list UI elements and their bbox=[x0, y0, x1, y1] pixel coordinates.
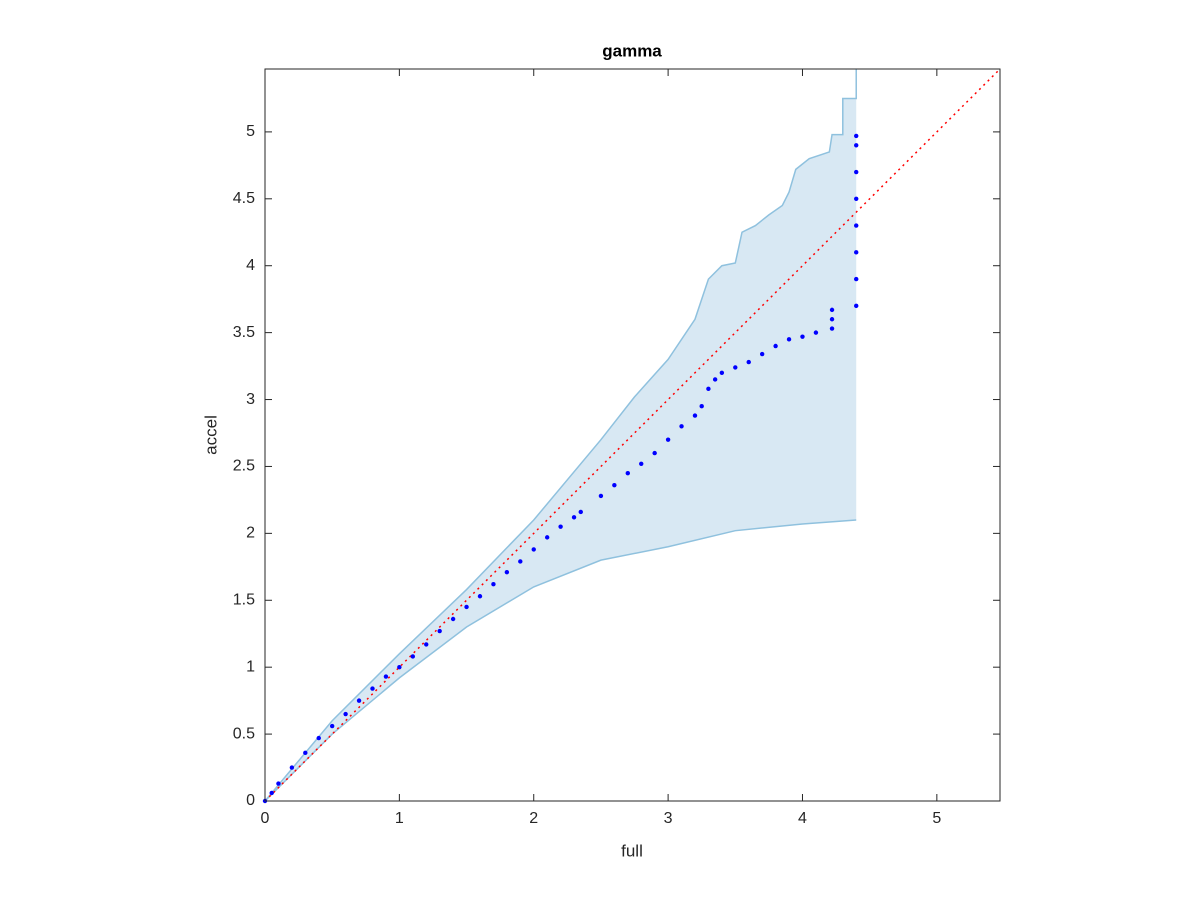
y-tick-label: 1 bbox=[246, 658, 255, 675]
point bbox=[531, 547, 536, 552]
y-tick-label: 4 bbox=[246, 257, 255, 274]
x-tick-label: 0 bbox=[261, 810, 270, 827]
point bbox=[410, 654, 416, 659]
point bbox=[813, 330, 819, 335]
point bbox=[639, 461, 644, 466]
point bbox=[477, 594, 483, 599]
x-tick-label: 4 bbox=[798, 810, 807, 827]
reference-line bbox=[264, 68, 1001, 802]
point bbox=[544, 535, 550, 540]
point bbox=[269, 790, 274, 796]
y-tick-label: 2.5 bbox=[233, 458, 255, 475]
plot-frame bbox=[264, 68, 1001, 802]
point bbox=[329, 723, 335, 729]
point bbox=[854, 143, 859, 148]
point bbox=[397, 664, 402, 670]
band-edge bbox=[264, 519, 857, 802]
point bbox=[854, 250, 859, 255]
point bbox=[316, 735, 321, 741]
point bbox=[289, 765, 295, 770]
point bbox=[303, 750, 308, 756]
point bbox=[699, 404, 704, 409]
point bbox=[733, 365, 738, 370]
point bbox=[598, 493, 604, 499]
point bbox=[356, 698, 362, 703]
point bbox=[854, 133, 859, 139]
point bbox=[558, 524, 563, 529]
point bbox=[719, 370, 725, 375]
point bbox=[773, 343, 778, 349]
band-fill bbox=[265, 69, 857, 801]
x-tick-label: 3 bbox=[664, 810, 673, 827]
point bbox=[746, 359, 751, 365]
band-edge bbox=[264, 69, 857, 802]
x-tick-label: 5 bbox=[932, 810, 941, 827]
y-axis-label: accel bbox=[201, 415, 220, 455]
point bbox=[464, 604, 469, 610]
point bbox=[370, 686, 375, 691]
chart-title: gamma bbox=[602, 41, 662, 60]
point bbox=[854, 303, 859, 309]
point bbox=[800, 334, 805, 339]
point bbox=[571, 515, 577, 520]
y-tick-label: 3 bbox=[246, 391, 255, 408]
point bbox=[692, 413, 698, 418]
point bbox=[491, 582, 496, 587]
point bbox=[759, 351, 765, 357]
point bbox=[854, 169, 859, 175]
point bbox=[829, 317, 835, 322]
point bbox=[424, 642, 429, 647]
point bbox=[276, 781, 281, 786]
y-tick-label: 0 bbox=[246, 792, 255, 809]
point bbox=[578, 509, 583, 515]
point bbox=[665, 437, 671, 442]
point bbox=[383, 674, 389, 679]
point bbox=[829, 307, 835, 313]
point bbox=[518, 559, 523, 564]
x-axis-label: full bbox=[621, 841, 643, 860]
y-tick-label: 0.5 bbox=[233, 725, 255, 742]
point bbox=[829, 326, 835, 331]
point bbox=[854, 196, 859, 202]
y-tick-label: 2 bbox=[246, 525, 255, 542]
point bbox=[625, 470, 630, 476]
point bbox=[712, 377, 718, 382]
point bbox=[706, 386, 711, 392]
point bbox=[612, 482, 617, 488]
point bbox=[786, 337, 792, 342]
y-tick-label: 4.5 bbox=[233, 190, 255, 207]
y-tick-label: 5 bbox=[246, 123, 255, 140]
point bbox=[504, 569, 510, 575]
x-tick-label: 2 bbox=[529, 810, 538, 827]
point bbox=[343, 711, 348, 717]
y-tick-label: 1.5 bbox=[233, 591, 255, 608]
point bbox=[437, 628, 442, 634]
point bbox=[854, 276, 859, 282]
point bbox=[450, 616, 456, 622]
point bbox=[679, 424, 684, 429]
y-tick-label: 3.5 bbox=[233, 324, 255, 341]
point bbox=[854, 223, 859, 228]
x-tick-label: 1 bbox=[395, 810, 404, 827]
point bbox=[652, 450, 657, 456]
